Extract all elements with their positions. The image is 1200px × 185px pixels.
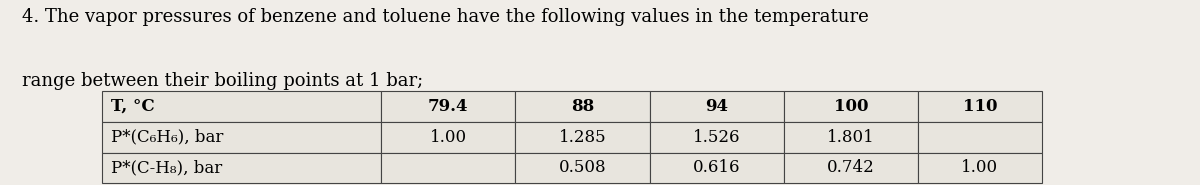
Text: 1.00: 1.00 bbox=[961, 159, 998, 176]
Text: 79.4: 79.4 bbox=[428, 98, 469, 115]
Bar bbox=[649, 153, 784, 183]
Bar bbox=[784, 91, 918, 122]
Text: 1.00: 1.00 bbox=[430, 129, 467, 146]
Text: P*(C-H₈), bar: P*(C-H₈), bar bbox=[110, 159, 222, 176]
Text: T, °C: T, °C bbox=[110, 98, 155, 115]
Bar bbox=[102, 153, 382, 183]
Bar bbox=[649, 91, 784, 122]
Bar bbox=[649, 122, 784, 153]
Bar bbox=[784, 153, 918, 183]
Bar bbox=[516, 91, 649, 122]
Bar bbox=[382, 91, 516, 122]
Text: 1.526: 1.526 bbox=[694, 129, 740, 146]
Text: 0.616: 0.616 bbox=[694, 159, 740, 176]
Text: 4. The vapor pressures of benzene and toluene have the following values in the t: 4. The vapor pressures of benzene and to… bbox=[22, 8, 869, 26]
Bar bbox=[784, 122, 918, 153]
Text: 88: 88 bbox=[571, 98, 594, 115]
Text: 1.285: 1.285 bbox=[559, 129, 606, 146]
Bar bbox=[918, 122, 1042, 153]
Bar bbox=[516, 153, 649, 183]
Text: P*(C₆H₆), bar: P*(C₆H₆), bar bbox=[110, 129, 223, 146]
Text: 0.742: 0.742 bbox=[827, 159, 875, 176]
Text: 94: 94 bbox=[706, 98, 728, 115]
Bar bbox=[918, 153, 1042, 183]
Bar bbox=[516, 122, 649, 153]
Text: 110: 110 bbox=[962, 98, 997, 115]
Text: 1.801: 1.801 bbox=[827, 129, 875, 146]
Text: 0.508: 0.508 bbox=[559, 159, 606, 176]
Bar bbox=[382, 122, 516, 153]
Bar bbox=[102, 91, 382, 122]
Bar bbox=[382, 153, 516, 183]
Bar bbox=[102, 122, 382, 153]
Text: 100: 100 bbox=[834, 98, 869, 115]
Text: range between their boiling points at 1 bar;: range between their boiling points at 1 … bbox=[22, 72, 422, 90]
Bar bbox=[918, 91, 1042, 122]
